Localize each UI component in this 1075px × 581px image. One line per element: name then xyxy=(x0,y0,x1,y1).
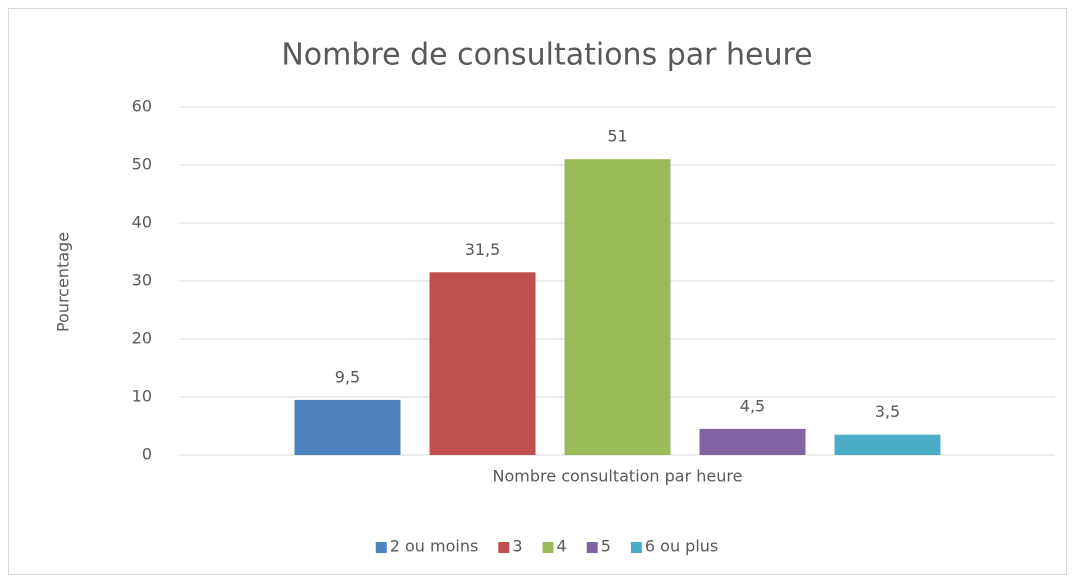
bar xyxy=(699,428,806,455)
y-tick-label: 10 xyxy=(132,387,152,406)
y-tick-label: 40 xyxy=(132,213,152,232)
chart-border xyxy=(8,8,1067,575)
legend-swatch xyxy=(586,542,598,553)
legend-label: 6 ou plus xyxy=(645,537,718,556)
legend-swatch xyxy=(542,542,554,553)
legend-swatch xyxy=(630,542,642,553)
y-tick-label: 60 xyxy=(132,97,152,116)
y-axis-label: Pourcentage xyxy=(54,232,73,332)
bar xyxy=(564,159,671,455)
legend-label: 2 ou moins xyxy=(390,537,479,556)
data-label: 9,5 xyxy=(335,367,360,386)
legend-label: 3 xyxy=(512,537,522,556)
legend-label: 4 xyxy=(557,537,567,556)
legend-swatch xyxy=(375,542,387,553)
y-tick-label: 20 xyxy=(132,329,152,348)
data-label: 31,5 xyxy=(465,240,501,259)
y-tick-label: 30 xyxy=(132,271,152,290)
data-label: 3,5 xyxy=(875,402,900,421)
data-label: 51 xyxy=(607,127,627,146)
legend-label: 5 xyxy=(601,537,611,556)
legend-swatch xyxy=(498,542,510,553)
y-tick-label: 0 xyxy=(142,445,152,464)
y-tick-label: 50 xyxy=(132,155,152,174)
bar xyxy=(294,399,401,455)
x-tick-label: Nombre consultation par heure xyxy=(493,467,743,486)
data-label: 4,5 xyxy=(740,396,765,415)
chart-title: Nombre de consultations par heure xyxy=(281,38,812,73)
bar xyxy=(429,272,536,455)
bar xyxy=(834,434,941,455)
